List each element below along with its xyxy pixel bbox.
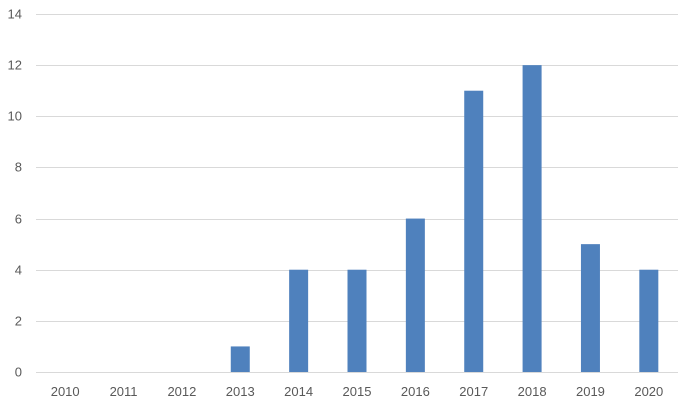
y-tick-label: 12 (8, 58, 22, 73)
bar-2013 (230, 346, 250, 372)
bar-2019 (580, 244, 600, 372)
bar-2018 (522, 65, 542, 372)
y-tick-label: 6 (15, 212, 22, 227)
bar-2016 (405, 218, 425, 372)
bars (230, 65, 659, 373)
y-tick-label: 4 (15, 263, 22, 278)
x-tick-label: 2010 (51, 384, 80, 399)
x-tick-label: 2020 (634, 384, 663, 399)
y-tick-label: 0 (15, 365, 22, 380)
bar-2017 (464, 90, 484, 373)
x-tick-label: 2018 (518, 384, 547, 399)
x-tick-label: 2014 (284, 384, 313, 399)
y-axis-tick-labels: 0 2 4 6 8 10 12 14 (8, 7, 22, 380)
x-tick-label: 2017 (459, 384, 488, 399)
bar-2020 (639, 269, 659, 372)
bar-2014 (289, 269, 309, 372)
y-tick-label: 8 (15, 160, 22, 175)
x-tick-label: 2016 (401, 384, 430, 399)
y-tick-label: 2 (15, 314, 22, 329)
x-axis-tick-labels: 2010 2011 2012 2013 2014 2015 2016 2017 2018 2019… (51, 384, 664, 399)
y-tick-label: 10 (8, 109, 22, 124)
x-tick-label: 2015 (343, 384, 372, 399)
y-tick-label: 14 (8, 7, 22, 22)
x-tick-label: 2013 (226, 384, 255, 399)
x-tick-label: 2012 (167, 384, 196, 399)
bar-2015 (347, 269, 367, 372)
x-tick-label: 2011 (110, 384, 138, 399)
x-tick-label: 2019 (576, 384, 605, 399)
